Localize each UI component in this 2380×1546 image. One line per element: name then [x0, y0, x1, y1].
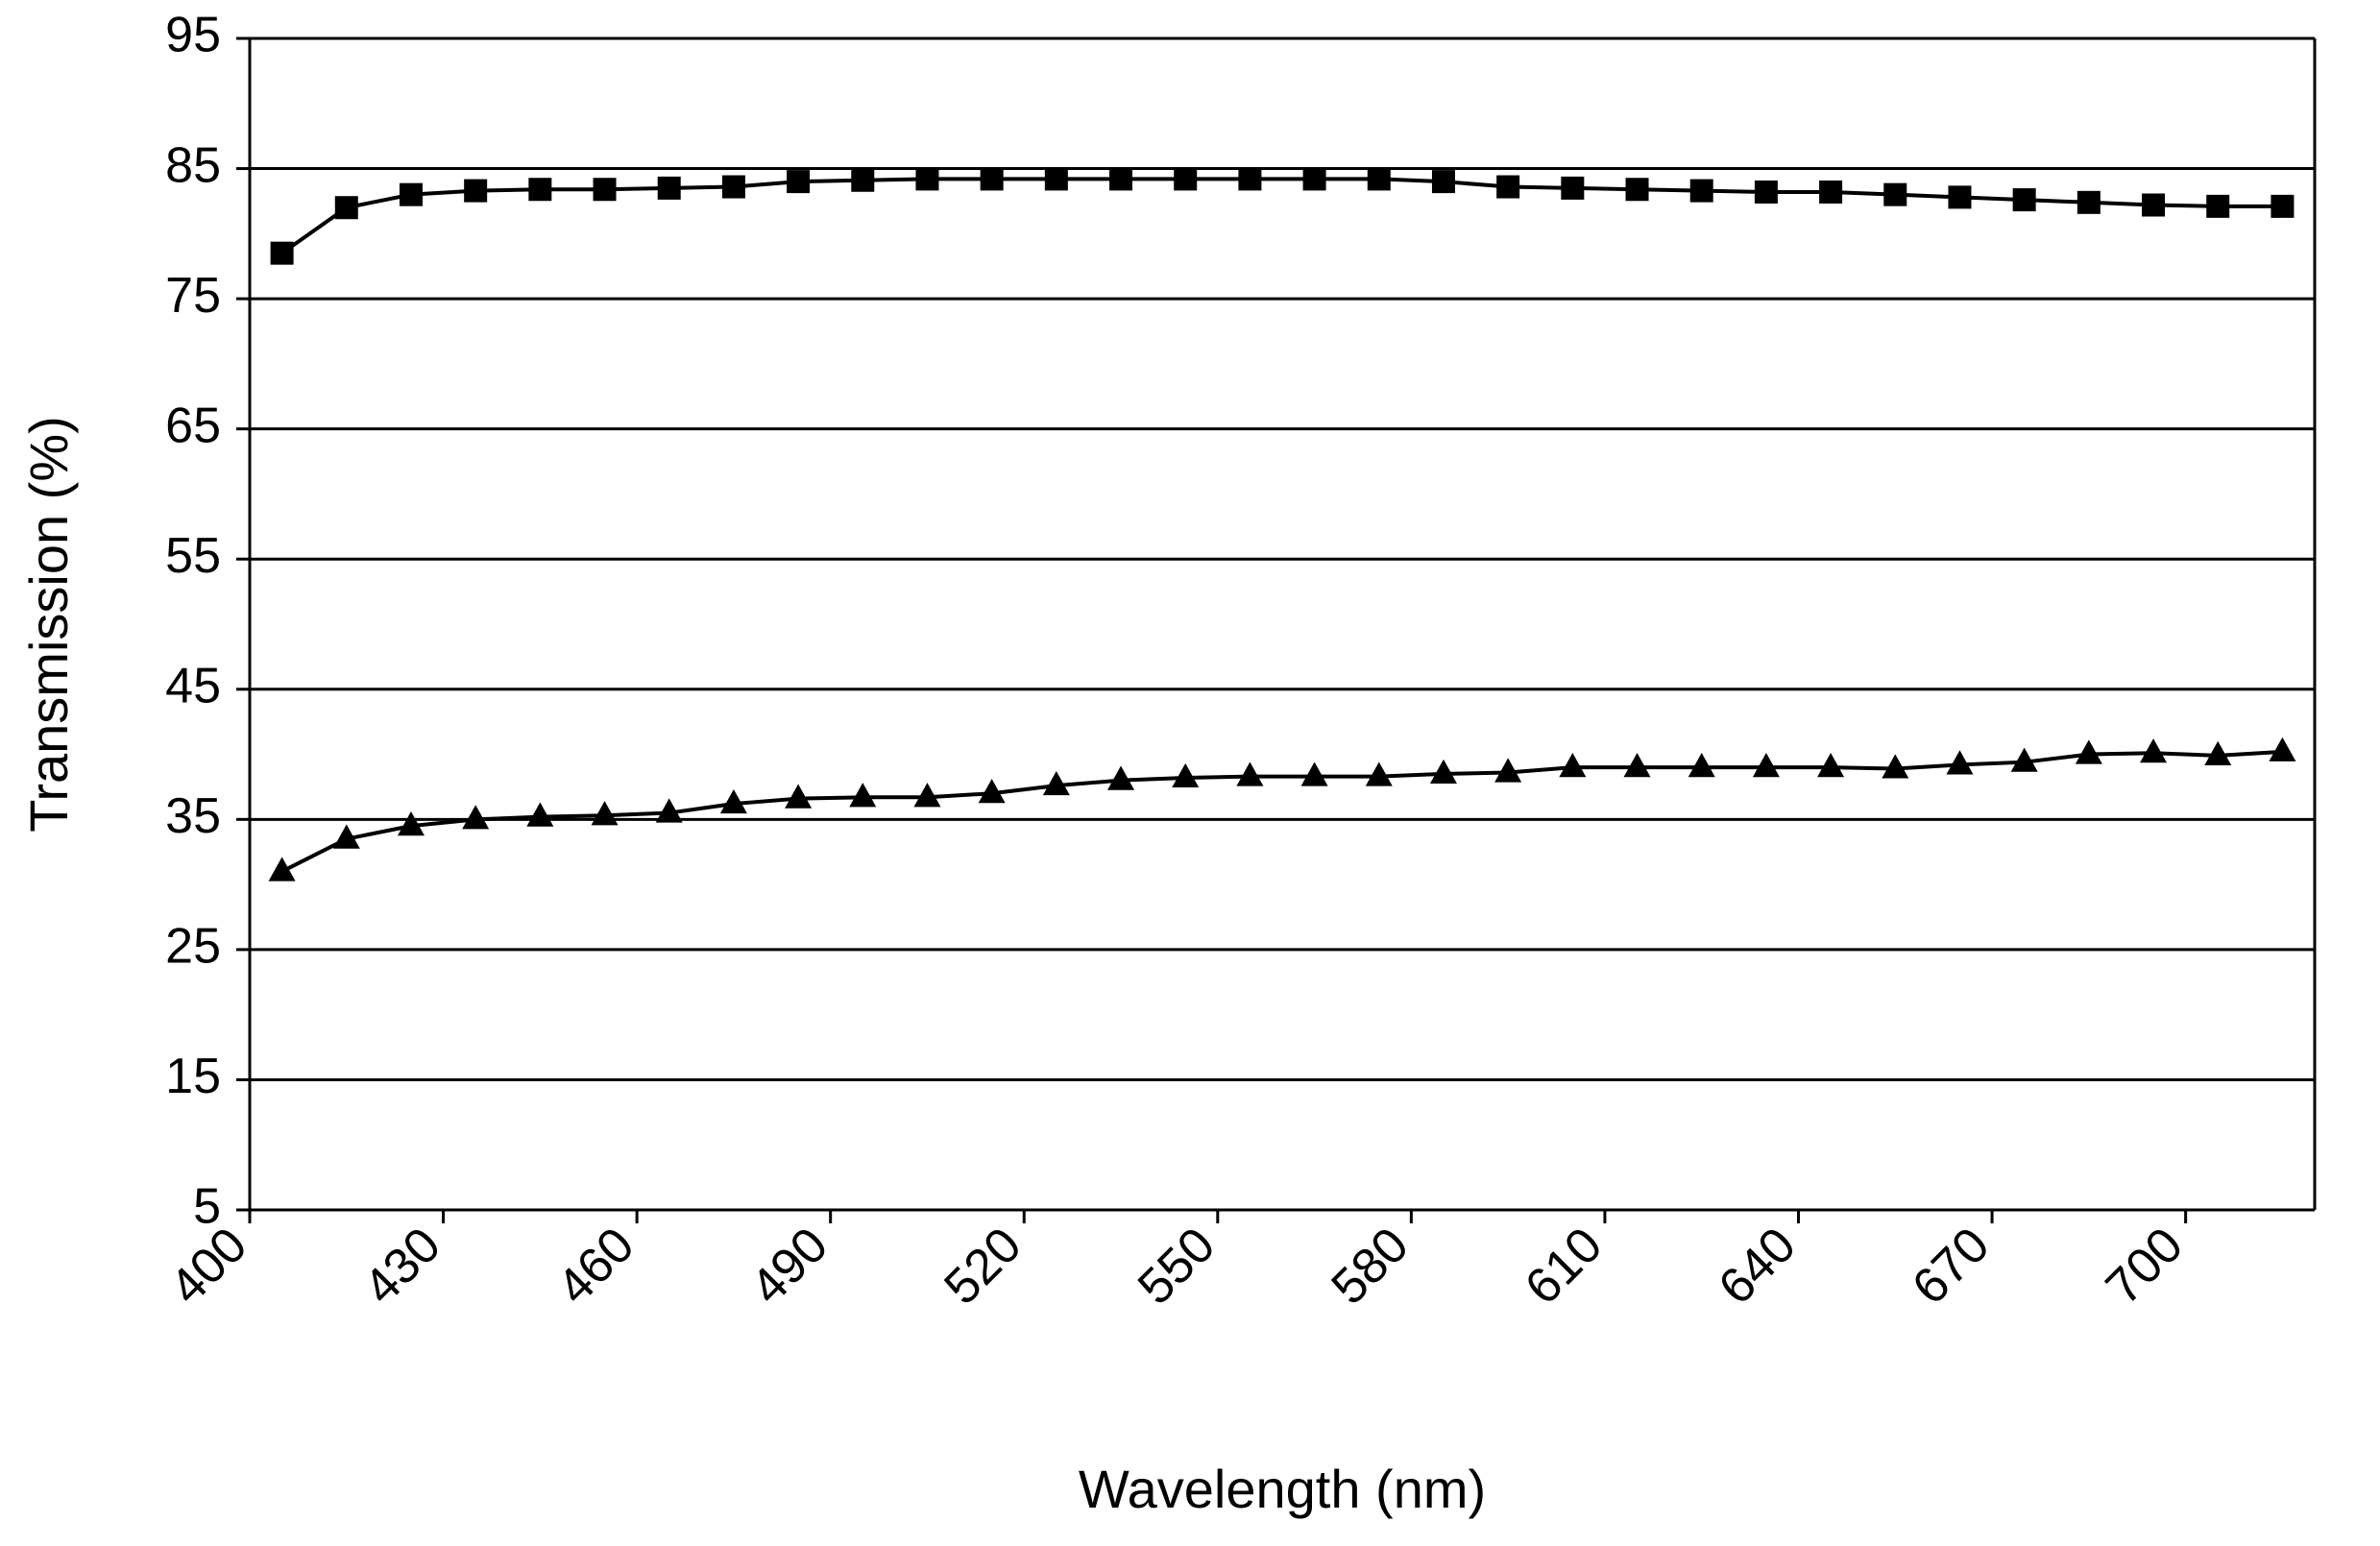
transmission-chart: 5152535455565758595400430460490520550580…: [0, 0, 2380, 1546]
y-tick-label: 65: [165, 398, 221, 453]
x-axis-label: Wavelength (nm): [1079, 1459, 1486, 1519]
chart-svg: 5152535455565758595400430460490520550580…: [0, 0, 2380, 1546]
y-tick-label: 95: [165, 8, 221, 63]
y-tick-label: 15: [165, 1049, 221, 1104]
y-axis-label: Transmission (%): [18, 416, 79, 833]
y-tick-label: 75: [165, 268, 221, 324]
y-tick-label: 35: [165, 788, 221, 844]
y-tick-label: 25: [165, 919, 221, 975]
y-tick-label: 55: [165, 528, 221, 584]
y-tick-label: 85: [165, 137, 221, 193]
y-tick-label: 45: [165, 659, 221, 714]
